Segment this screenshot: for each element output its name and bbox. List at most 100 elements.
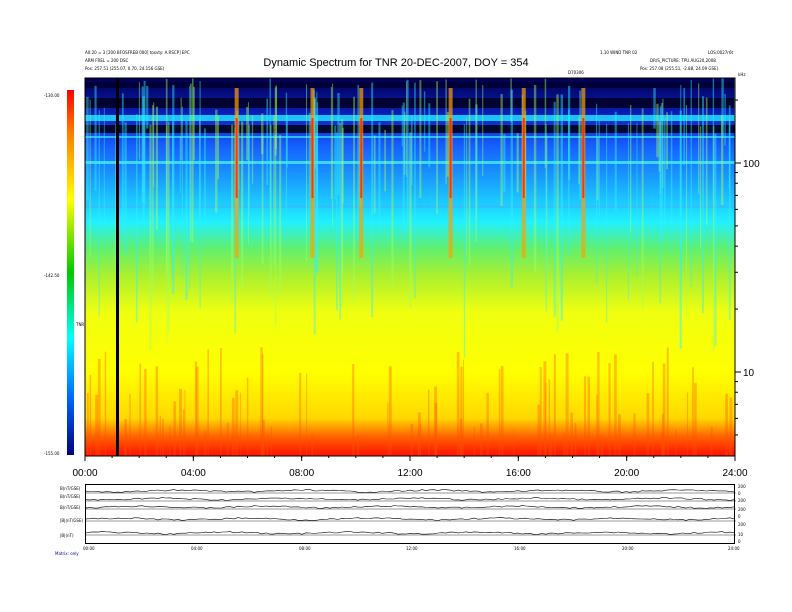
spectral-streak (274, 135, 277, 327)
sub-right-tick-8: 0 (738, 539, 741, 544)
spectral-streak (685, 104, 688, 318)
spectral-streak (579, 90, 582, 200)
spectral-streak (666, 112, 668, 170)
spectral-streak (135, 114, 138, 323)
mag-trace (85, 531, 735, 535)
spectral-streak (279, 134, 282, 295)
spectral-streak (401, 105, 403, 147)
spectral-streak (185, 120, 188, 300)
spectral-streak (445, 79, 447, 185)
right-corner-label: kHz (738, 72, 746, 77)
intensity-streak (570, 412, 573, 456)
intensity-streak (95, 394, 99, 456)
colorbar-label: TNR (76, 322, 85, 327)
intensity-streak (614, 354, 617, 456)
spectral-streak (342, 127, 344, 204)
intensity-streak (419, 424, 422, 456)
intensity-streak (124, 419, 127, 456)
intensity-streak (311, 434, 313, 456)
radio-burst-core (235, 118, 238, 198)
spectral-streak (142, 96, 145, 223)
sub-row-label-2: B(nT/GSE) (60, 494, 81, 499)
spectral-streak (241, 121, 244, 289)
intensity-streak (692, 367, 694, 456)
spectral-streak (533, 84, 537, 273)
spectral-streak (568, 109, 570, 256)
spectral-streak (560, 94, 564, 321)
intensity-streak (543, 361, 547, 456)
spectral-streak (598, 120, 600, 216)
x-tick-label: 04:00 (181, 468, 206, 479)
spectral-streak (670, 111, 673, 255)
spectral-streak (98, 110, 100, 317)
spectral-streak (653, 88, 656, 129)
spectral-streak (337, 92, 340, 196)
spectral-streak (286, 114, 288, 168)
intensity-streak (155, 366, 159, 456)
sub-x-tick-0: 00:00 (83, 546, 95, 551)
colorbar-tick-high: -130.00 (44, 93, 60, 98)
mag-trace (85, 505, 735, 509)
spectral-streak (629, 105, 632, 233)
spectral-band (85, 82, 735, 88)
spectral-streak (663, 118, 666, 230)
sub-x-tick-4: 16:00 (514, 546, 526, 551)
intensity-streak (97, 359, 101, 456)
intensity-streak (661, 413, 664, 456)
spectral-streak (330, 86, 333, 199)
intensity-streak (652, 361, 654, 456)
spectral-streak (172, 85, 175, 295)
spectral-streak (308, 112, 311, 221)
intensity-streak (144, 369, 147, 456)
intensity-streak (587, 376, 591, 456)
spectral-streak (152, 105, 154, 297)
intensity-streak (608, 363, 611, 456)
radio-burst-core (360, 118, 363, 198)
spectral-streak (475, 79, 477, 242)
spectral-streak (690, 80, 692, 287)
x-tick-label: 20:00 (614, 468, 639, 479)
spectral-streak (627, 122, 629, 301)
spectral-streak (167, 121, 170, 332)
intensity-streak (352, 364, 355, 456)
spectral-streak (714, 133, 717, 346)
spectral-streak (266, 98, 269, 186)
intensity-streak (89, 374, 92, 456)
intensity-streak (646, 392, 650, 456)
intensity-streak (694, 382, 697, 456)
spectral-streak (463, 124, 466, 358)
mag-trace (85, 489, 735, 493)
intensity-streak (565, 353, 569, 456)
spectral-streak (204, 128, 206, 227)
spectral-streak (384, 129, 386, 192)
sub-x-tick-5: 20:00 (622, 546, 634, 551)
header-right-line1: 1.10 WIND TNR 02 (600, 50, 638, 55)
spectral-streak (482, 85, 484, 176)
sub-x-tick-1: 04:00 (191, 546, 203, 551)
sub-right-tick-4: 200 (738, 507, 746, 512)
data-gap-line (116, 78, 119, 456)
sub-right-tick-2: 0 (738, 491, 741, 496)
intensity-streak (235, 390, 239, 456)
spectral-streak (402, 102, 405, 237)
intensity-streak (584, 376, 587, 456)
intensity-streak (597, 352, 600, 456)
x-tick-label: 00:00 (72, 468, 97, 479)
spectral-streak (556, 94, 559, 333)
spectral-streak (305, 84, 308, 262)
spectral-streak (179, 136, 181, 193)
spectral-streak (734, 78, 735, 124)
spectral-streak (712, 78, 715, 202)
intensity-streak (462, 359, 465, 456)
spectral-streak (510, 89, 513, 288)
spectral-streak (680, 85, 682, 268)
spectral-streak (516, 133, 519, 193)
spectral-streak (165, 78, 168, 278)
magnetometer-traces (85, 489, 736, 536)
intensity-streak (104, 351, 107, 456)
intensity-streak (194, 361, 198, 456)
intensity-streak (675, 429, 677, 456)
chart-title: Dynamic Spectrum for TNR 20-DEC-2007, DO… (263, 57, 529, 69)
spectrogram-overlay (85, 78, 735, 456)
intensity-streak (633, 413, 636, 456)
